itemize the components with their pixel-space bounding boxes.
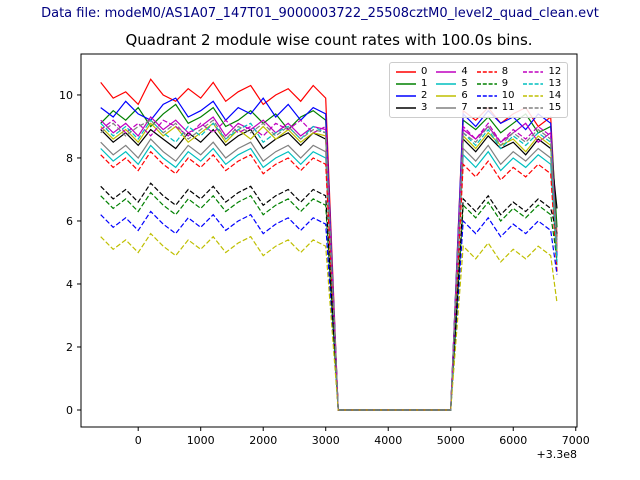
legend: 0 1 2 3 4 5 6 7 8 9 10 11 12 13 14 15 (389, 62, 569, 118)
legend-line-sample (476, 71, 497, 73)
legend-label: 9 (501, 78, 509, 89)
legend-item-2: 2 (396, 90, 427, 102)
series-line-9 (100, 191, 558, 411)
legend-line-sample (396, 71, 416, 73)
legend-item-9: 9 (476, 78, 515, 90)
legend-item-5: 5 (436, 78, 468, 90)
legend-item-13: 13 (523, 78, 561, 90)
legend-label: 4 (461, 66, 468, 77)
x-axis-offset-label: +3.3e8 (536, 448, 577, 461)
legend-line-sample (436, 95, 457, 97)
legend-item-12: 12 (523, 66, 561, 78)
legend-line-sample (523, 83, 544, 85)
y-tick-label: 10 (59, 89, 73, 102)
legend-line-sample (436, 83, 457, 85)
legend-label: 7 (461, 102, 468, 113)
chart-title: Quadrant 2 module wise count rates with … (125, 31, 533, 49)
legend-label: 13 (548, 78, 562, 89)
legend-line-sample (523, 107, 544, 109)
legend-line-sample (523, 71, 544, 73)
legend-label: 10 (501, 90, 515, 101)
series-line-11 (100, 182, 558, 411)
legend-item-4: 4 (436, 66, 468, 78)
x-tick-label: 4000 (374, 434, 402, 447)
legend-label: 8 (501, 66, 509, 77)
x-tick-label: 6000 (499, 434, 527, 447)
legend-line-sample (476, 83, 497, 85)
legend-label: 5 (461, 78, 468, 89)
x-tick-label: 0 (135, 434, 142, 447)
legend-label: 3 (421, 102, 428, 113)
legend-line-sample (523, 95, 544, 97)
legend-item-14: 14 (523, 90, 561, 102)
legend-label: 1 (421, 78, 428, 89)
legend-item-15: 15 (523, 102, 561, 114)
y-tick-label: 6 (66, 215, 73, 228)
legend-label: 2 (421, 90, 428, 101)
legend-line-sample (436, 107, 457, 109)
x-tick-label: 7000 (562, 434, 590, 447)
legend-line-sample (396, 107, 416, 109)
legend-line-sample (436, 71, 457, 73)
data-file-header: Data file: modeM0/AS1A07_147T01_90000037… (41, 6, 599, 21)
legend-label: 0 (421, 66, 428, 77)
series-line-15 (100, 119, 558, 411)
legend-label: 15 (548, 102, 562, 113)
legend-line-sample (396, 83, 416, 85)
legend-label: 6 (461, 90, 468, 101)
legend-item-6: 6 (436, 90, 468, 102)
legend-item-7: 7 (436, 102, 468, 114)
legend-line-sample (396, 95, 416, 97)
x-tick-label: 1000 (187, 434, 215, 447)
legend-item-11: 11 (476, 102, 515, 114)
y-tick-label: 8 (66, 152, 73, 165)
legend-line-sample (476, 107, 497, 109)
legend-label: 14 (548, 90, 562, 101)
legend-item-8: 8 (476, 66, 515, 78)
series-line-10 (100, 210, 558, 411)
series-line-14 (100, 232, 558, 411)
legend-item-10: 10 (476, 90, 515, 102)
x-tick-label: 3000 (312, 434, 340, 447)
legend-item-1: 1 (396, 78, 427, 90)
series-line-8 (100, 150, 558, 411)
axes-spines (80, 53, 578, 428)
legend-item-0: 0 (396, 66, 427, 78)
legend-label: 11 (501, 102, 515, 113)
legend-label: 12 (548, 66, 562, 77)
legend-item-3: 3 (396, 102, 427, 114)
y-tick-label: 0 (66, 404, 73, 417)
legend-line-sample (476, 95, 497, 97)
y-tick-label: 2 (66, 341, 73, 354)
x-tick-label: 5000 (437, 434, 465, 447)
x-tick-label: 2000 (249, 434, 277, 447)
y-tick-label: 4 (66, 278, 73, 291)
